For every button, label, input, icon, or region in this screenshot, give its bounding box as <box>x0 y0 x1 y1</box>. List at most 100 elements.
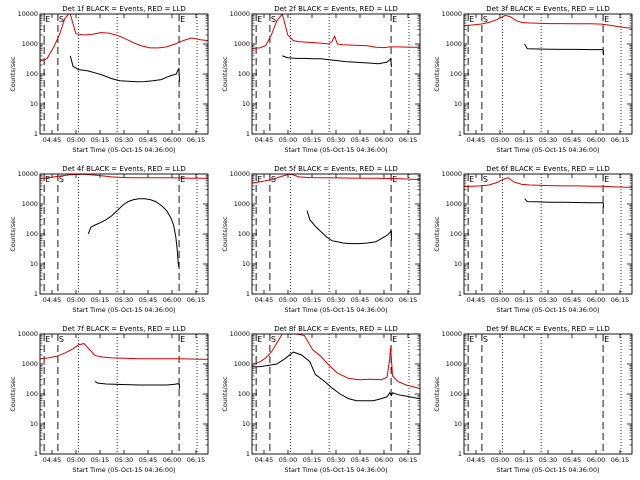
event-marker-label: E <box>469 15 474 24</box>
x-tick-label: 05:00 <box>491 136 509 144</box>
series-line-lld <box>252 334 420 390</box>
panel-2: Det 2f BLACK = Events, RED = LLD Counts/s… <box>221 5 421 154</box>
x-tick-label: 05:45 <box>351 136 369 144</box>
y-tick-label: 100 <box>450 70 462 78</box>
y-tick-label: 1000 <box>22 360 38 368</box>
event-marker-label: E <box>45 335 50 344</box>
panel-title: Det 9f BLACK = Events, RED = LLD <box>486 325 609 333</box>
x-tick-label: 06:15 <box>611 136 629 144</box>
y-tick-label: 1000 <box>22 40 38 48</box>
x-tick-label: 04:45 <box>467 296 485 304</box>
event-marker-label: E <box>45 15 50 24</box>
x-tick-label: 06:00 <box>163 296 181 304</box>
y-tick-label: 1000 <box>446 40 462 48</box>
x-tick-label: 04:45 <box>43 136 61 144</box>
y-tick-label: 10 <box>30 260 38 268</box>
plot-frame <box>463 173 633 295</box>
x-tick-label: 05:00 <box>491 456 509 464</box>
x-tick-label: 05:15 <box>515 136 533 144</box>
y-tick-label: 10 <box>242 420 250 428</box>
x-tick-label: 05:15 <box>303 136 321 144</box>
x-tick-label: 06:00 <box>375 136 393 144</box>
x-tick-label: 05:45 <box>351 296 369 304</box>
y-tick-label: 1 <box>34 450 38 458</box>
y-tick-label: 10 <box>30 420 38 428</box>
series-line-events <box>524 43 604 56</box>
event-marker-label: E <box>257 15 262 24</box>
panel-title: Det 8f BLACK = Events, RED = LLD <box>274 325 397 333</box>
y-tick-label: 100 <box>238 390 250 398</box>
event-marker-label: S <box>271 175 276 184</box>
x-tick-label: 05:15 <box>91 296 109 304</box>
x-tick-label: 04:45 <box>43 296 61 304</box>
y-axis-label: Counts/sec <box>433 376 441 412</box>
event-marker-label: E <box>257 175 262 184</box>
x-tick-label: 04:45 <box>467 136 485 144</box>
x-tick-label: 04:45 <box>467 456 485 464</box>
series-line-events <box>252 351 420 402</box>
x-tick-label: 06:15 <box>187 136 205 144</box>
event-marker-label: E <box>392 15 397 24</box>
series-line-lld <box>40 14 208 62</box>
x-tick-label: 06:15 <box>399 296 417 304</box>
x-axis-label: Start Time (05-Oct-15 04:36:00) <box>496 146 599 154</box>
panel-title: Det 6f BLACK = Events, RED = LLD <box>486 165 609 173</box>
x-tick-label: 05:15 <box>91 136 109 144</box>
panel-1: Det 1f BLACK = Events, RED = LLD Counts/s… <box>9 5 209 154</box>
y-tick-label: 100 <box>238 70 250 78</box>
x-tick-label: 06:00 <box>163 456 181 464</box>
series-line-events <box>94 381 180 389</box>
x-tick-label: 05:00 <box>67 136 85 144</box>
x-axis-label: Start Time (05-Oct-15 04:36:00) <box>72 146 175 154</box>
series-line-lld <box>40 174 208 180</box>
x-tick-label: 06:00 <box>587 136 605 144</box>
x-tick-label: 06:00 <box>163 136 181 144</box>
y-tick-label: 10 <box>242 100 250 108</box>
y-tick-label: 1 <box>246 290 250 298</box>
x-tick-label: 05:30 <box>115 136 133 144</box>
plot-frame <box>251 13 421 135</box>
plot-frame <box>39 173 209 295</box>
panel-4: Det 4f BLACK = Events, RED = LLD Counts/s… <box>9 165 209 314</box>
event-marker-label: S <box>59 15 64 24</box>
panel-title: Det 3f BLACK = Events, RED = LLD <box>486 5 609 13</box>
x-tick-label: 06:15 <box>611 296 629 304</box>
y-tick-label: 1000 <box>234 200 250 208</box>
event-marker-label: S <box>483 15 488 24</box>
x-tick-label: 05:30 <box>115 296 133 304</box>
y-tick-label: 1 <box>246 130 250 138</box>
x-tick-label: 06:15 <box>611 456 629 464</box>
y-tick-label: 10 <box>454 100 462 108</box>
series-line-lld <box>464 14 632 29</box>
x-tick-label: 05:00 <box>67 456 85 464</box>
y-tick-label: 10 <box>30 100 38 108</box>
y-axis-label: Counts/sec <box>221 376 229 412</box>
y-tick-label: 10 <box>454 420 462 428</box>
x-tick-label: 05:00 <box>279 296 297 304</box>
x-axis-label: Start Time (05-Oct-15 04:36:00) <box>72 306 175 314</box>
plot-frame <box>251 333 421 455</box>
y-tick-label: 10 <box>242 260 250 268</box>
series-line-events <box>306 210 392 245</box>
panel-9: Det 9f BLACK = Events, RED = LLD Counts/s… <box>433 325 633 474</box>
x-tick-label: 05:45 <box>351 456 369 464</box>
plot-frame <box>463 333 633 455</box>
y-tick-label: 10000 <box>230 170 250 178</box>
series-line-lld <box>464 177 632 188</box>
x-tick-label: 06:00 <box>375 456 393 464</box>
x-tick-label: 05:45 <box>139 136 157 144</box>
x-tick-label: 04:45 <box>255 296 273 304</box>
x-axis-label: Start Time (05-Oct-15 04:36:00) <box>284 466 387 474</box>
x-tick-label: 05:30 <box>327 456 345 464</box>
event-marker-label: S <box>483 175 488 184</box>
x-tick-label: 05:30 <box>115 456 133 464</box>
event-marker-label: E <box>469 335 474 344</box>
x-tick-label: 05:15 <box>515 456 533 464</box>
y-tick-label: 1000 <box>446 200 462 208</box>
series-line-events <box>282 55 392 68</box>
x-tick-label: 05:30 <box>539 296 557 304</box>
y-tick-label: 100 <box>450 390 462 398</box>
y-tick-label: 1 <box>458 450 462 458</box>
x-tick-label: 05:30 <box>539 136 557 144</box>
series-line-lld <box>40 343 208 360</box>
